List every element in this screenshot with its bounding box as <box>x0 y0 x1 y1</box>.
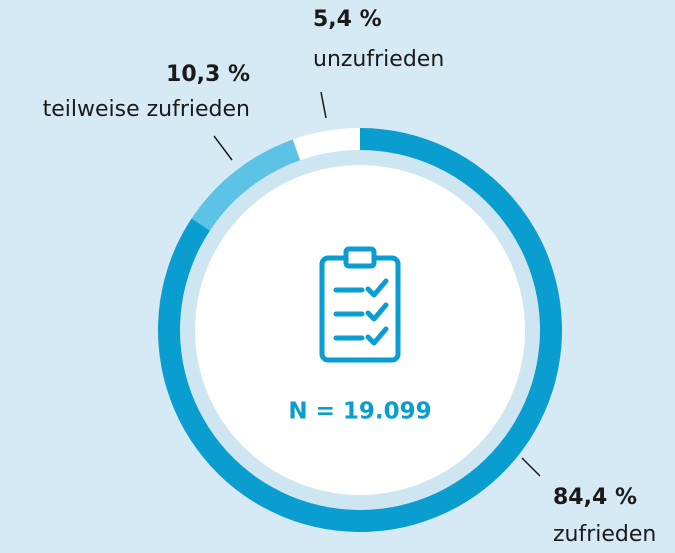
leader-line <box>213 135 233 161</box>
donut-segment <box>292 128 360 161</box>
value-label: 10,3 % <box>166 62 250 87</box>
donut-segment <box>191 139 301 231</box>
category-label: zufrieden <box>553 522 656 547</box>
annotation: N = 19.099 <box>288 399 431 425</box>
inner-disc <box>195 165 525 495</box>
clipboard-icon <box>319 246 401 363</box>
leader-line <box>521 457 541 477</box>
leader-line <box>320 91 327 119</box>
category-label: teilweise zufrieden <box>43 97 250 122</box>
category-label: unzufrieden <box>313 47 444 72</box>
value-label: 84,4 % <box>553 485 637 510</box>
value-label: 5,4 % <box>313 7 382 32</box>
